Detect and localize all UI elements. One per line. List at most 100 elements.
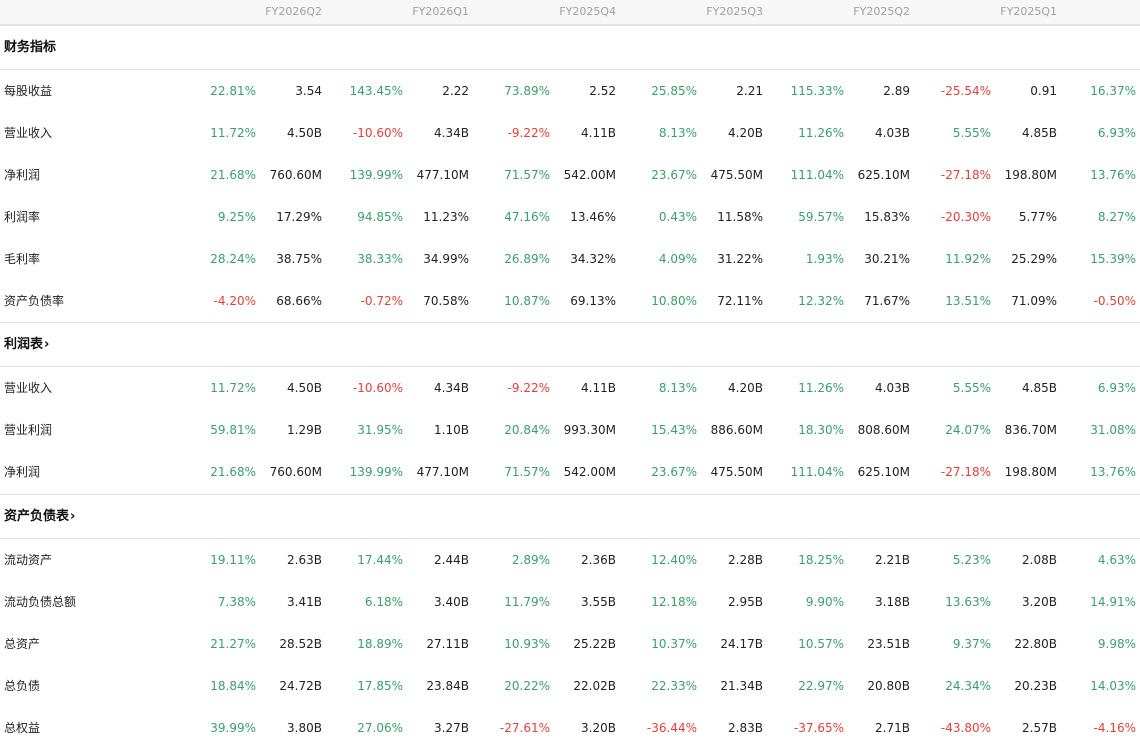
growth-rate-cell: 18.84% bbox=[210, 679, 256, 693]
chevron-right-icon[interactable]: › bbox=[70, 509, 76, 524]
value-cell: 198.80M bbox=[1004, 465, 1057, 479]
section-title[interactable]: 利润表› bbox=[4, 323, 49, 367]
value-cell: 71.67% bbox=[864, 294, 910, 308]
table-row[interactable]: 营业利润 59.81% 1.29B 31.95% 1.10B 20.84% 993.30M 1… bbox=[0, 409, 1140, 451]
value-cell: 760.60M bbox=[269, 168, 322, 182]
value-cell: 477.10M bbox=[416, 168, 469, 182]
growth-rate-cell: 31.95% bbox=[357, 423, 403, 437]
table-row[interactable]: 总资产 21.27% 28.52B 18.89% 27.11B 10.93% 25.22B 1… bbox=[0, 623, 1140, 665]
value-cell: 72.11% bbox=[717, 294, 763, 308]
row-label: 每股收益 bbox=[4, 84, 53, 98]
section-header[interactable]: 资产负债表› bbox=[0, 494, 1140, 539]
value-cell: 2.22 bbox=[442, 84, 469, 98]
growth-rate-cell: 11.92% bbox=[945, 252, 991, 266]
growth-rate-cell: 47.16% bbox=[504, 210, 550, 224]
growth-rate-cell: -25.54% bbox=[940, 84, 991, 98]
period-header-label[interactable]: FY2025Q2 bbox=[853, 5, 910, 18]
value-cell: 2.21 bbox=[736, 84, 763, 98]
section-title[interactable]: 资产负债表› bbox=[4, 495, 75, 539]
growth-rate-cell: 9.25% bbox=[217, 210, 256, 224]
row-label: 流动资产 bbox=[4, 553, 53, 567]
value-cell: 3.40B bbox=[434, 595, 469, 609]
growth-rate-cell: 10.37% bbox=[651, 637, 697, 651]
growth-rate-cell: 21.68% bbox=[210, 168, 256, 182]
growth-rate-cell: 18.30% bbox=[798, 423, 844, 437]
growth-rate-cell: 4.09% bbox=[658, 252, 697, 266]
growth-rate-cell: -9.22% bbox=[507, 126, 550, 140]
value-cell: 4.03B bbox=[875, 381, 910, 395]
period-header-label[interactable]: FY2026Q1 bbox=[412, 5, 469, 18]
value-cell: 38.75% bbox=[276, 252, 322, 266]
table-row[interactable]: 利润率 9.25% 17.29% 94.85% 11.23% 47.16% 13.46% 0.… bbox=[0, 196, 1140, 238]
growth-rate-cell: -20.30% bbox=[940, 210, 991, 224]
value-cell: 3.54 bbox=[295, 84, 322, 98]
period-header-label[interactable]: FY2026Q2 bbox=[265, 5, 322, 18]
period-header-label[interactable]: FY2025Q1 bbox=[1000, 5, 1057, 18]
growth-rate-cell: -4.20% bbox=[213, 294, 256, 308]
row-label: 利润率 bbox=[4, 210, 41, 224]
value-cell: 542.00M bbox=[563, 168, 616, 182]
value-cell: 3.20B bbox=[1022, 595, 1057, 609]
growth-rate-cell: 17.85% bbox=[357, 679, 403, 693]
value-cell: 2.08B bbox=[1022, 553, 1057, 567]
value-cell: 477.10M bbox=[416, 465, 469, 479]
row-label: 流动负债总额 bbox=[4, 595, 77, 609]
table-row[interactable]: 流动负债总额 7.38% 3.41B 6.18% 3.40B 11.79% 3.55B 12.… bbox=[0, 581, 1140, 623]
value-cell: 1.29B bbox=[287, 423, 322, 437]
growth-rate-cell: 59.81% bbox=[210, 423, 256, 437]
growth-rate-cell: 4.63% bbox=[1097, 553, 1136, 567]
growth-rate-cell: 13.76% bbox=[1090, 465, 1136, 479]
growth-rate-cell: -0.72% bbox=[360, 294, 403, 308]
period-header-label[interactable]: FY2025Q4 bbox=[559, 5, 616, 18]
value-cell: 17.29% bbox=[276, 210, 322, 224]
growth-rate-cell: 9.98% bbox=[1097, 637, 1136, 651]
growth-rate-cell: 6.93% bbox=[1097, 126, 1136, 140]
value-cell: 4.34B bbox=[434, 126, 469, 140]
table-row[interactable]: 营业收入 11.72% 4.50B -10.60% 4.34B -9.22% 4.11B 8.… bbox=[0, 367, 1140, 409]
value-cell: 2.52 bbox=[589, 84, 616, 98]
table-row[interactable]: 总权益 39.99% 3.80B 27.06% 3.27B -27.61% 3.20B -36… bbox=[0, 707, 1140, 749]
growth-rate-cell: 12.40% bbox=[651, 553, 697, 567]
value-cell: 4.03B bbox=[875, 126, 910, 140]
growth-rate-cell: 38.33% bbox=[357, 252, 403, 266]
value-cell: 4.20B bbox=[728, 126, 763, 140]
value-cell: 2.44B bbox=[434, 553, 469, 567]
table-row[interactable]: 营业收入 11.72% 4.50B -10.60% 4.34B -9.22% 4.11B 8.… bbox=[0, 112, 1140, 154]
table-row[interactable]: 净利润 21.68% 760.60M 139.99% 477.10M 71.57% 542.… bbox=[0, 154, 1140, 196]
growth-rate-cell: 25.85% bbox=[651, 84, 697, 98]
growth-rate-cell: -10.60% bbox=[352, 126, 403, 140]
growth-rate-cell: -27.18% bbox=[940, 465, 991, 479]
period-header-label[interactable]: FY2025Q3 bbox=[706, 5, 763, 18]
value-cell: 2.95B bbox=[728, 595, 763, 609]
table-row[interactable]: 资产负债率 -4.20% 68.66% -0.72% 70.58% 10.87% 69.13… bbox=[0, 280, 1140, 322]
growth-rate-cell: 71.57% bbox=[504, 465, 550, 479]
growth-rate-cell: 19.11% bbox=[210, 553, 256, 567]
value-cell: 15.83% bbox=[864, 210, 910, 224]
growth-rate-cell: 13.63% bbox=[945, 595, 991, 609]
value-cell: 11.23% bbox=[423, 210, 469, 224]
value-cell: 20.80B bbox=[867, 679, 910, 693]
value-cell: 23.51B bbox=[867, 637, 910, 651]
value-cell: 2.63B bbox=[287, 553, 322, 567]
section-header: 财务指标 bbox=[0, 25, 1140, 70]
section-header[interactable]: 利润表› bbox=[0, 322, 1140, 367]
value-cell: 27.11B bbox=[426, 637, 469, 651]
growth-rate-cell: 10.57% bbox=[798, 637, 844, 651]
growth-rate-cell: 8.13% bbox=[658, 126, 697, 140]
growth-rate-cell: 73.89% bbox=[504, 84, 550, 98]
table-row[interactable]: 流动资产 19.11% 2.63B 17.44% 2.44B 2.89% 2.36B 12.4… bbox=[0, 539, 1140, 581]
growth-rate-cell: 20.84% bbox=[504, 423, 550, 437]
growth-rate-cell: 23.67% bbox=[651, 168, 697, 182]
growth-rate-cell: 15.43% bbox=[651, 423, 697, 437]
table-row[interactable]: 每股收益 22.81% 3.54 143.45% 2.22 73.89% 2.52 25.85… bbox=[0, 70, 1140, 112]
growth-rate-cell: 111.04% bbox=[790, 465, 844, 479]
table-row[interactable]: 总负债 18.84% 24.72B 17.85% 23.84B 20.22% 22.02B 2… bbox=[0, 665, 1140, 707]
growth-rate-cell: 8.27% bbox=[1097, 210, 1136, 224]
table-row[interactable]: 毛利率 28.24% 38.75% 38.33% 34.99% 26.89% 34.32% 4… bbox=[0, 238, 1140, 280]
chevron-right-icon[interactable]: › bbox=[44, 337, 50, 352]
table-row[interactable]: 净利润 21.68% 760.60M 139.99% 477.10M 71.57% 542.… bbox=[0, 451, 1140, 493]
value-cell: 808.60M bbox=[857, 423, 910, 437]
row-label: 营业收入 bbox=[4, 126, 53, 140]
growth-rate-cell: 8.13% bbox=[658, 381, 697, 395]
row-label: 总负债 bbox=[4, 679, 41, 693]
